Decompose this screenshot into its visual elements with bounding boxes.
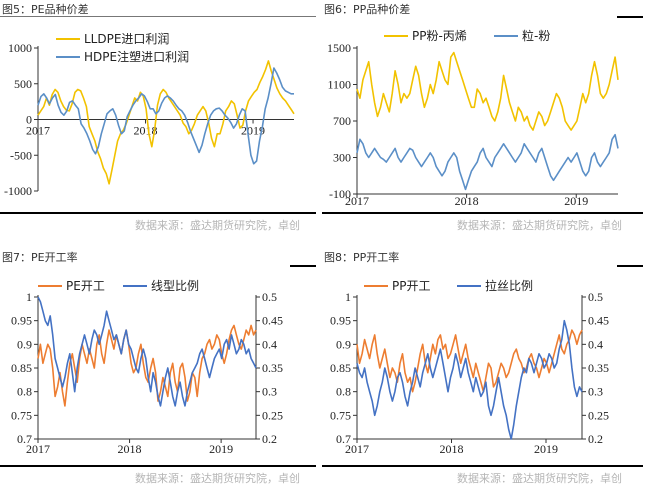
chart-title: 图6：PP品种价差 bbox=[324, 3, 411, 16]
chart-panel-pe-spread: 图5：PE品种价差 -1000 -500 0 500 1000 2017 2018 2019 L… bbox=[0, 0, 318, 232]
y2-tick-label: 0.5 bbox=[262, 290, 277, 304]
legend-label: PP粉-丙烯 bbox=[412, 29, 467, 43]
y-tick-label: 0.8 bbox=[17, 385, 32, 399]
y2-tick-label: 0.3 bbox=[262, 385, 277, 399]
legend-label: 粒-粉 bbox=[522, 28, 550, 43]
series-line-2 bbox=[37, 67, 294, 165]
x-tick-label: 2017 bbox=[345, 194, 369, 208]
y-tick-label: -100 bbox=[329, 187, 351, 201]
series-line-1 bbox=[356, 329, 583, 393]
y-tick-label: 0.7 bbox=[336, 432, 351, 446]
y-tick-label: 0.9 bbox=[17, 337, 32, 351]
legend-label: 拉丝比例 bbox=[485, 278, 533, 293]
y2-tick-label: 0.45 bbox=[262, 314, 283, 328]
y-tick-label: 700 bbox=[333, 114, 351, 128]
y-tick-label: 0.75 bbox=[330, 408, 351, 422]
chart-title: 图5：PE品种价差 bbox=[2, 3, 89, 16]
legend-label: PP开工 bbox=[392, 279, 430, 293]
source-note: 数据来源：盛达期货研究院，卓创 bbox=[457, 219, 622, 232]
y2-tick-label: 0.45 bbox=[588, 314, 609, 328]
y-tick-label: 1 bbox=[26, 290, 32, 304]
chart-title: 图7：PE开工率 bbox=[2, 251, 78, 264]
y2-tick-label: 0.4 bbox=[588, 337, 603, 351]
y-tick-label: 300 bbox=[333, 151, 351, 165]
y-tick-label: 0.75 bbox=[11, 408, 32, 422]
y-tick-label: 1 bbox=[345, 290, 351, 304]
source-note: 数据来源：盛达期货研究院，卓创 bbox=[135, 219, 300, 232]
chart-plot: 0.7 0.75 0.8 0.85 0.9 0.95 1 0.2 0.25 0.3 0.35 0.4 0… bbox=[330, 278, 609, 456]
y-tick-label: -1000 bbox=[4, 184, 32, 198]
y-tick-label: 1100 bbox=[327, 78, 351, 92]
y-tick-label: 0.9 bbox=[336, 337, 351, 351]
chart-panel-pp-operating-rate: 图8：PP开工率 0.7 0.75 0.8 0.85 0.9 0.95 1 0.2 0.25 0.… bbox=[322, 248, 645, 487]
title-rule bbox=[617, 16, 643, 18]
chart-plot: 0.7 0.75 0.8 0.85 0.9 0.95 1 0.2 0.25 0.3 0.35 0.4 0… bbox=[11, 279, 283, 456]
chart-panel-pe-operating-rate: 图7：PE开工率 0.7 0.75 0.8 0.85 0.9 0.95 1 0.2 0.25 0.… bbox=[0, 248, 318, 487]
series-line-1 bbox=[37, 60, 295, 185]
y-tick-label: -500 bbox=[10, 148, 32, 162]
x-tick-label: 2017 bbox=[26, 124, 50, 138]
chart-plot: -100 300 700 1100 1500 2017 2018 2019 PP粉-丙烯 粒-粉 bbox=[327, 28, 619, 208]
x-tick-label: 2019 bbox=[534, 442, 558, 456]
x-tick-label: 2017 bbox=[26, 442, 50, 456]
x-tick-label: 2019 bbox=[209, 442, 233, 456]
y2-tick-label: 0.4 bbox=[262, 337, 277, 351]
y2-tick-label: 0.25 bbox=[588, 408, 609, 422]
source-note: 数据来源：盛达期货研究院，卓创 bbox=[457, 472, 622, 485]
y2-tick-label: 0.35 bbox=[588, 361, 609, 375]
series-line-1 bbox=[37, 324, 257, 407]
x-tick-label: 2019 bbox=[564, 194, 588, 208]
y-tick-label: 500 bbox=[14, 77, 32, 91]
y2-tick-label: 0.3 bbox=[588, 385, 603, 399]
y-tick-label: 0.95 bbox=[330, 314, 351, 328]
y-tick-label: 0.7 bbox=[17, 432, 32, 446]
source-note: 数据来源：盛达期货研究院，卓创 bbox=[135, 472, 300, 485]
bottom-rule bbox=[322, 465, 643, 467]
title-rule bbox=[0, 16, 316, 17]
series-line-2 bbox=[356, 319, 583, 440]
chart-title: 图8：PP开工率 bbox=[324, 251, 400, 264]
y-tick-label: 0 bbox=[26, 113, 32, 127]
series-line-2 bbox=[356, 133, 619, 191]
title-rule bbox=[290, 265, 316, 267]
x-tick-label: 2018 bbox=[455, 194, 479, 208]
series-line-2 bbox=[37, 296, 257, 407]
y-tick-label: 1500 bbox=[327, 41, 351, 55]
x-tick-label: 2018 bbox=[118, 442, 142, 456]
x-tick-label: 2018 bbox=[134, 124, 158, 138]
y2-tick-label: 0.2 bbox=[262, 432, 277, 446]
bottom-rule bbox=[0, 212, 316, 214]
x-tick-label: 2018 bbox=[440, 442, 464, 456]
y2-tick-label: 0.5 bbox=[588, 290, 603, 304]
y-tick-label: 1000 bbox=[8, 41, 32, 55]
y-tick-label: 0.85 bbox=[330, 361, 351, 375]
y2-tick-label: 0.2 bbox=[588, 432, 603, 446]
chart-panel-pp-spread: 图6：PP品种价差 -100 300 700 1100 1500 2017 2018 2019… bbox=[322, 0, 645, 232]
y-tick-label: 0.8 bbox=[336, 385, 351, 399]
bottom-rule bbox=[322, 212, 643, 214]
y-tick-label: 0.95 bbox=[11, 314, 32, 328]
legend-label: LLDPE进口利润 bbox=[84, 32, 169, 46]
title-rule bbox=[617, 265, 643, 267]
bottom-rule bbox=[0, 465, 316, 467]
y2-tick-label: 0.35 bbox=[262, 361, 283, 375]
legend-label: HDPE注塑进口利润 bbox=[84, 49, 189, 64]
series-line-1 bbox=[356, 51, 619, 131]
y2-tick-label: 0.25 bbox=[262, 408, 283, 422]
legend-label: 线型比例 bbox=[151, 279, 199, 293]
y-tick-label: 0.85 bbox=[11, 361, 32, 375]
x-tick-label: 2017 bbox=[345, 442, 369, 456]
legend-label: PE开工 bbox=[66, 279, 105, 293]
